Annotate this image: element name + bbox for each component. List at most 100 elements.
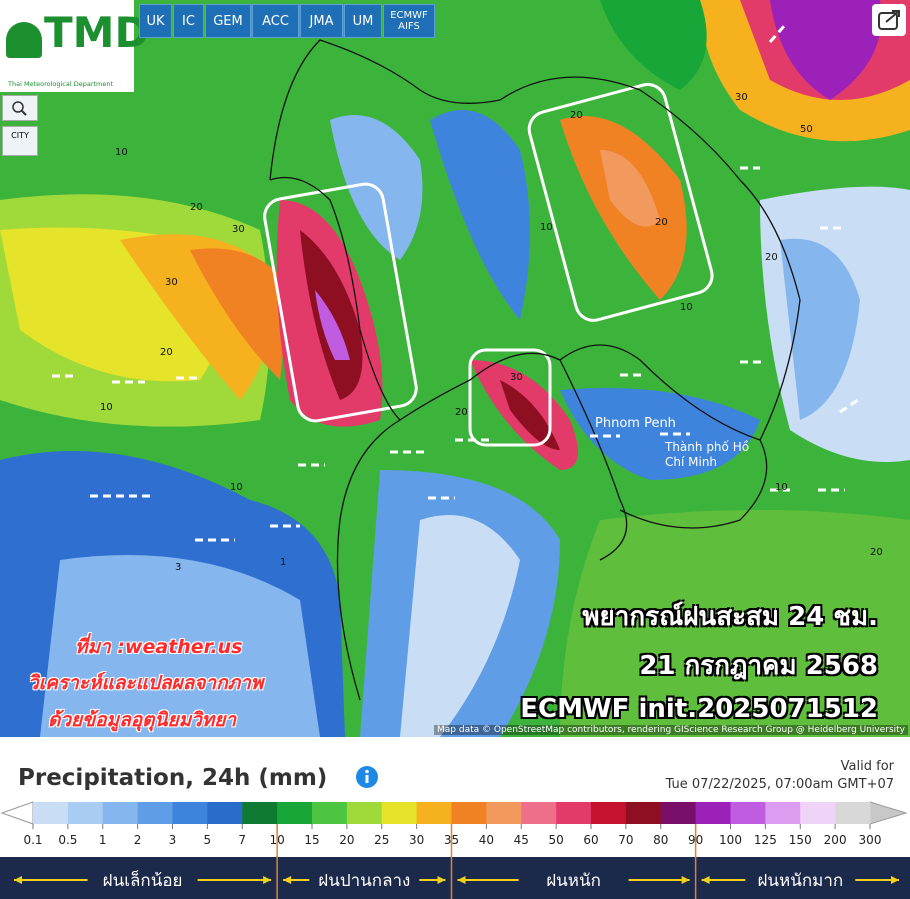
scale-label: 40 (479, 833, 494, 847)
band-label: ฝนปานกลาง (318, 871, 410, 891)
scale-cell (730, 802, 766, 824)
contour-label: 20 (160, 347, 173, 358)
contour-label: 20 (190, 202, 203, 213)
scale-cell (207, 802, 243, 824)
valid-label: Valid for (840, 759, 894, 774)
contour-label: 20 (870, 547, 883, 558)
scale-cell (416, 802, 452, 824)
city-button[interactable]: CITY (2, 126, 38, 156)
scale-cell (33, 802, 69, 824)
contour-label: 10 (775, 482, 788, 493)
scale-label: 125 (754, 833, 777, 847)
contour-label: 30 (510, 372, 523, 383)
scale-label: 2 (134, 833, 142, 847)
scale-label: 0.5 (58, 833, 77, 847)
contour-label: 30 (735, 92, 748, 103)
source-note: ด้วยข้อมูลอุตุนิยมวิทยา (48, 709, 237, 731)
contour-label: 30 (165, 277, 178, 288)
scale-label: 0.1 (23, 833, 42, 847)
contour-label: 10 (540, 222, 553, 233)
scale-cell (800, 802, 836, 824)
scale-label: 200 (824, 833, 847, 847)
info-icon[interactable] (355, 765, 381, 791)
scale-label: 30 (409, 833, 424, 847)
model-button[interactable]: ACC (252, 4, 299, 38)
logo-icon (6, 22, 42, 58)
share-button[interactable] (872, 4, 906, 36)
scale-label: 3 (169, 833, 177, 847)
model-button[interactable]: GEM (205, 4, 251, 38)
scale-label: 50 (548, 833, 563, 847)
model-button[interactable]: JMA (300, 4, 343, 38)
scale-label: 150 (789, 833, 812, 847)
scale-cell (591, 802, 627, 824)
scale-cell (695, 802, 731, 824)
logo-caption: Thai Meteorological Department (8, 80, 114, 88)
logo-text: TMD (44, 8, 150, 57)
scale-label: 15 (304, 833, 319, 847)
arrow-head (14, 876, 22, 884)
scale-cell (242, 802, 278, 824)
scale-label: 300 (859, 833, 882, 847)
share-icon (878, 10, 900, 30)
scale-label: 25 (374, 833, 389, 847)
scale-cell (67, 802, 104, 824)
zoom-button[interactable] (2, 95, 38, 121)
scale-cell (451, 802, 487, 824)
zoom-icon (12, 101, 27, 116)
contour-label: 10 (115, 147, 128, 158)
logo: TMD Thai Meteorological Department (0, 0, 149, 92)
model-button[interactable]: ECMWF AIFS (383, 4, 435, 38)
scale-label: 100 (719, 833, 742, 847)
headline: 21 กรกฎาคม 2568 (639, 651, 878, 681)
scale-cell (486, 802, 522, 824)
legend-title: Precipitation, 24h (mm) (18, 765, 328, 791)
map: 30 10 20 30 20 10 10 20 30 20 10 20 10 3 1 20 10 30 50 20 (0, 0, 910, 737)
band-label: ฝนเล็กน้อย (103, 869, 183, 891)
scale-cell (835, 802, 871, 824)
scale-cell (521, 802, 557, 824)
scale-label: 1 (99, 833, 107, 847)
contour-label: 1 (280, 557, 286, 568)
scale-cell (312, 802, 348, 824)
contour-label: 20 (570, 110, 583, 121)
headline: พยากรณ์ฝนสะสม 24 ชม. (582, 602, 878, 632)
scale-label: 60 (583, 833, 598, 847)
model-button[interactable]: UM (344, 4, 382, 38)
contour-label: 10 (230, 482, 243, 493)
contour-label: 20 (765, 252, 778, 263)
model-button[interactable]: UK (139, 4, 172, 38)
scale-label: 7 (238, 833, 246, 847)
scale-cell (765, 802, 801, 824)
model-button[interactable]: IC (173, 4, 204, 38)
scale-cell (277, 802, 313, 824)
scale-cell (625, 802, 662, 824)
scale-cell (381, 802, 418, 824)
scale-end (0, 801, 34, 825)
color-scale: 0.1 0.5 1 2 3 5 7 10 15 20 25 30 35 40 45 50 60 70 80 90 100… (0, 801, 910, 899)
source-note: ที่มา :weather.us (75, 636, 243, 658)
scale-cell (137, 802, 173, 824)
scale-label: 20 (339, 833, 354, 847)
band-label: ฝนหนักมาก (757, 871, 843, 891)
arrow-head (437, 876, 446, 884)
contour-label: 30 (232, 224, 245, 235)
contour-label: 10 (100, 402, 113, 413)
contour-label: 20 (655, 217, 668, 228)
contour-label: 50 (800, 124, 813, 135)
map-credit: Map data © OpenStreetMap contributors, r… (434, 725, 908, 735)
scale-label: 45 (514, 833, 529, 847)
scale-cell (172, 802, 208, 824)
arrow-head (681, 876, 690, 884)
scale-cell (556, 802, 592, 824)
arrow-head (701, 876, 710, 884)
scale-label: 70 (618, 833, 633, 847)
place-label: Thành phố Hồ Chí Minh (665, 440, 750, 469)
valid-time: Tue 07/22/2025, 07:00am GMT+07 (665, 777, 894, 792)
scale-cell (102, 802, 139, 824)
source-note: วิเคราะห์และแปลผลจากภาพ (28, 672, 264, 694)
arrow-head (263, 876, 272, 884)
band-label: ฝนหนัก (546, 871, 601, 891)
scale-cell (346, 802, 383, 824)
